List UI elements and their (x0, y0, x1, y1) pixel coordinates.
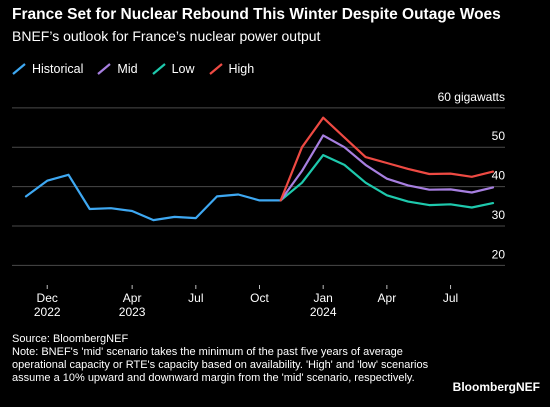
legend-swatch-mid (97, 63, 112, 75)
legend-swatch-historical (12, 63, 26, 75)
legend: Historical Mid Low High (12, 62, 254, 76)
y-tick-label-30: 30 (492, 208, 506, 222)
legend-swatch-low (151, 63, 166, 75)
series-line-low (279, 154, 495, 209)
x-tick-year-0: 2022 (34, 305, 61, 319)
series-lines (24, 116, 495, 222)
x-tick-year-4: 2024 (310, 305, 337, 319)
x-tick-label-1: Apr (123, 291, 142, 305)
source-text: Source: BloombergNEF (12, 333, 129, 345)
legend-item-historical: Historical (12, 62, 83, 76)
legend-label-low: Low (171, 62, 195, 76)
y-axis-labels: 20 30 40 50 60 gigawatts (438, 90, 506, 261)
legend-item-high: High (208, 62, 255, 76)
series-line-high (279, 116, 495, 202)
x-tick-label-6: Jul (443, 291, 458, 305)
legend-item-low: Low (151, 62, 195, 76)
x-tick-label-5: Apr (378, 291, 397, 305)
y-tick-label-40: 40 (492, 169, 506, 183)
y-tick-label-50: 50 (492, 129, 506, 143)
x-tick-label-3: Oct (250, 291, 269, 305)
chart-title: France Set for Nuclear Rebound This Wint… (12, 6, 501, 23)
legend-swatch-high (208, 63, 223, 75)
legend-label-historical: Historical (32, 62, 84, 76)
footer-notes: Source: BloombergNEF Note: BNEF's 'mid' … (12, 333, 442, 385)
series-line-mid (279, 134, 495, 202)
legend-label-mid: Mid (117, 62, 138, 76)
x-tick-label-0: Dec (37, 291, 58, 305)
note-text: Note: BNEF's 'mid' scenario takes the mi… (12, 346, 429, 384)
legend-label-high: High (228, 62, 255, 76)
x-tick-label-4: Jan (314, 291, 333, 305)
y-tick-label-60: 60 gigawatts (438, 90, 505, 104)
chart-subtitle: BNEF’s outlook for France’s nuclear powe… (12, 28, 321, 44)
x-tick-year-1: 2023 (119, 305, 146, 319)
y-tick-label-20: 20 (492, 247, 506, 261)
brand-logo: BloombergNEF (452, 380, 540, 394)
series-line-historical (24, 173, 282, 222)
legend-item-mid: Mid (97, 62, 138, 76)
x-tick-label-2: Jul (188, 291, 203, 305)
gridlines (12, 107, 505, 266)
